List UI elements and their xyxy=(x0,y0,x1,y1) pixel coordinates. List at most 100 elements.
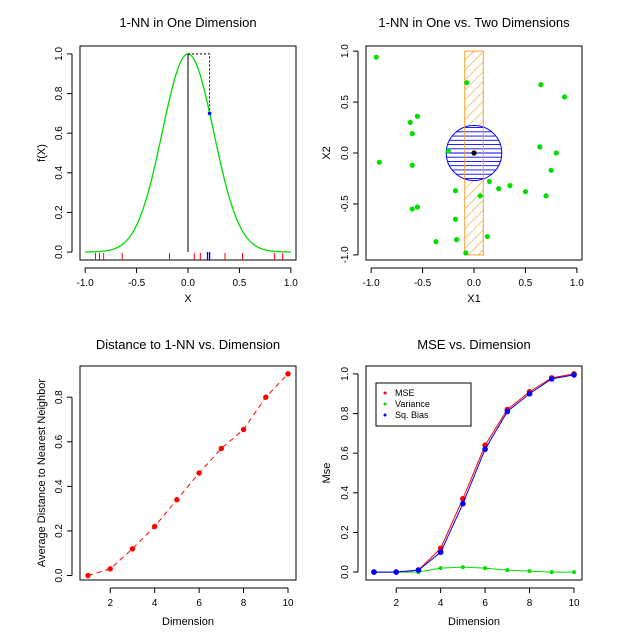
sample-point xyxy=(484,233,490,240)
panel1-xtick-label: 0.0 xyxy=(181,278,195,289)
series-point-sq-bias xyxy=(482,446,488,453)
series-point-variance xyxy=(572,570,576,575)
panel-1d-vs-2d: 1-NN in One vs. Two Dimensions -1.0 -0.5 0… xyxy=(321,15,584,305)
series-line-variance xyxy=(374,566,574,573)
series-point-variance xyxy=(549,570,554,575)
panel4-xlabel: Dimension xyxy=(448,616,500,628)
panel4-xtick-label: 8 xyxy=(527,598,533,609)
distance-point xyxy=(263,394,269,400)
distance-point xyxy=(285,371,291,377)
sample-point xyxy=(445,148,451,154)
panel4-xtick-label: 4 xyxy=(438,598,444,609)
target-point xyxy=(471,150,477,156)
panel2-title: 1-NN in One vs. Two Dimensions xyxy=(378,15,570,30)
sample-point xyxy=(376,159,382,165)
panel4-ytick-label: 0.8 xyxy=(340,406,351,420)
series-point-sq-bias xyxy=(371,569,377,575)
panel2-xtick-label: -1.0 xyxy=(363,278,381,289)
series-point-sq-bias xyxy=(415,567,422,573)
panel1-ytick-label: 0.2 xyxy=(54,205,65,219)
panel1-xtick-label: -1.0 xyxy=(77,278,95,289)
panel3-xtick-label: 2 xyxy=(107,598,113,609)
panel2-xtick-label: -0.5 xyxy=(414,278,432,289)
sample-point xyxy=(409,206,415,212)
sample-point xyxy=(543,193,549,199)
panel2-xtick-label: 0.0 xyxy=(467,278,481,289)
panel2-xlabel: X1 xyxy=(467,293,480,305)
legend-variance-dot xyxy=(383,402,387,406)
sample-point xyxy=(373,54,379,60)
panel1-ytick-label: 0.6 xyxy=(54,126,65,140)
panel2-ytick-label: 0.0 xyxy=(340,146,351,160)
panel3-ylabel: Average Distance to Nearest Neighbor xyxy=(36,379,48,567)
panel4-ytick-label: 0.4 xyxy=(340,485,351,499)
panel1-title: 1-NN in One Dimension xyxy=(119,15,256,30)
nn-point xyxy=(207,111,212,116)
series-point-sq-bias xyxy=(504,408,511,415)
panel3-ytick-label: 0.8 xyxy=(54,390,65,404)
sample-point xyxy=(486,178,493,185)
sample-point xyxy=(452,216,459,222)
panel3-xtick-label: 8 xyxy=(241,598,247,609)
panel1-ytick-label: 0.0 xyxy=(54,245,65,259)
sample-point xyxy=(407,119,413,126)
panel2-ytick-label: -0.5 xyxy=(340,195,351,213)
panel1-frame xyxy=(79,45,297,261)
dotted-neighbor-box xyxy=(188,53,211,114)
panel1-ytick-label: 0.8 xyxy=(54,86,65,100)
panel4-ytick-label: 0.6 xyxy=(340,446,351,460)
series-point-sq-bias xyxy=(393,569,400,575)
panel4-ytick-label: 1.0 xyxy=(340,367,351,381)
panel2-ytick-label: 0.5 xyxy=(340,95,351,109)
panel-distance: Distance to 1-NN vs. Dimension 2 4 6 8 10 0.0… xyxy=(36,337,297,628)
legend-variance-label: Variance xyxy=(395,399,430,409)
legend-box xyxy=(375,382,472,427)
distance-point xyxy=(196,470,202,476)
sample-point xyxy=(496,186,502,192)
panel-1d-nn: 1-NN in One Dimension -1.0 -0.5 0.0 0.5 1.0 0… xyxy=(36,15,298,305)
panel1-ylabel: f(X) xyxy=(36,144,48,162)
panel2-ylabel: X2 xyxy=(321,146,333,159)
series-point-variance xyxy=(527,569,532,574)
panel4-marks: 2 4 6 8 10 0.0 0.2 0.4 0.6 0.8 1.0 xyxy=(340,367,580,609)
panel4-xtick-label: 2 xyxy=(393,598,399,609)
series-point-sq-bias xyxy=(571,372,577,378)
panel3-xtick-label: 4 xyxy=(152,598,158,609)
panel4-title: MSE vs. Dimension xyxy=(417,337,530,352)
series-point-variance xyxy=(438,566,443,571)
panel4-xtick-label: 10 xyxy=(568,598,580,609)
legend-sqbias-dot xyxy=(383,413,387,417)
sample-point xyxy=(538,82,544,88)
panel1-marks: -1.0 -0.5 0.0 0.5 1.0 0.0 0.2 0.4 0.6 0.8 1.0 xyxy=(54,47,298,289)
series-point-variance xyxy=(483,566,488,571)
panel2-xtick-label: 0.5 xyxy=(518,278,532,289)
distance-point xyxy=(107,566,113,572)
panel2-frame xyxy=(365,45,583,261)
panel3-ytick-label: 0.2 xyxy=(54,524,65,538)
sample-point xyxy=(452,188,459,194)
sample-point xyxy=(548,167,554,173)
panel2-marks: -1.0 -0.5 0.0 0.5 1.0 -1.0 -0.5 0.0 0.5 1.0 xyxy=(340,44,584,289)
panel3-ytick-label: 0.4 xyxy=(54,479,65,493)
panel1-xtick-label: -0.5 xyxy=(128,278,146,289)
sample-point xyxy=(507,183,513,189)
panel4-frame xyxy=(365,365,583,581)
distance-point xyxy=(218,445,225,452)
panel2-ytick-label: -1.0 xyxy=(340,246,351,264)
series-point-sq-bias xyxy=(526,390,533,397)
panel1-ytick-label: 1.0 xyxy=(54,47,65,61)
legend-sqbias-label: Sq. Bias xyxy=(395,410,429,420)
panel4-xtick-label: 6 xyxy=(482,598,488,609)
panel3-title: Distance to 1-NN vs. Dimension xyxy=(96,337,280,352)
sample-point xyxy=(409,162,415,168)
series-point-variance xyxy=(460,565,465,570)
distance-point xyxy=(174,497,180,503)
sample-point xyxy=(553,150,559,156)
sample-point xyxy=(433,239,439,245)
panel4-ylabel: Mse xyxy=(321,463,333,484)
rect-overlay-edges xyxy=(464,125,484,181)
panel3-ytick-label: 0.6 xyxy=(54,434,65,448)
series-line-sq-bias xyxy=(374,374,575,573)
panel3-marks: 2 4 6 8 10 0.0 0.2 0.4 0.6 0.8 xyxy=(54,371,294,609)
